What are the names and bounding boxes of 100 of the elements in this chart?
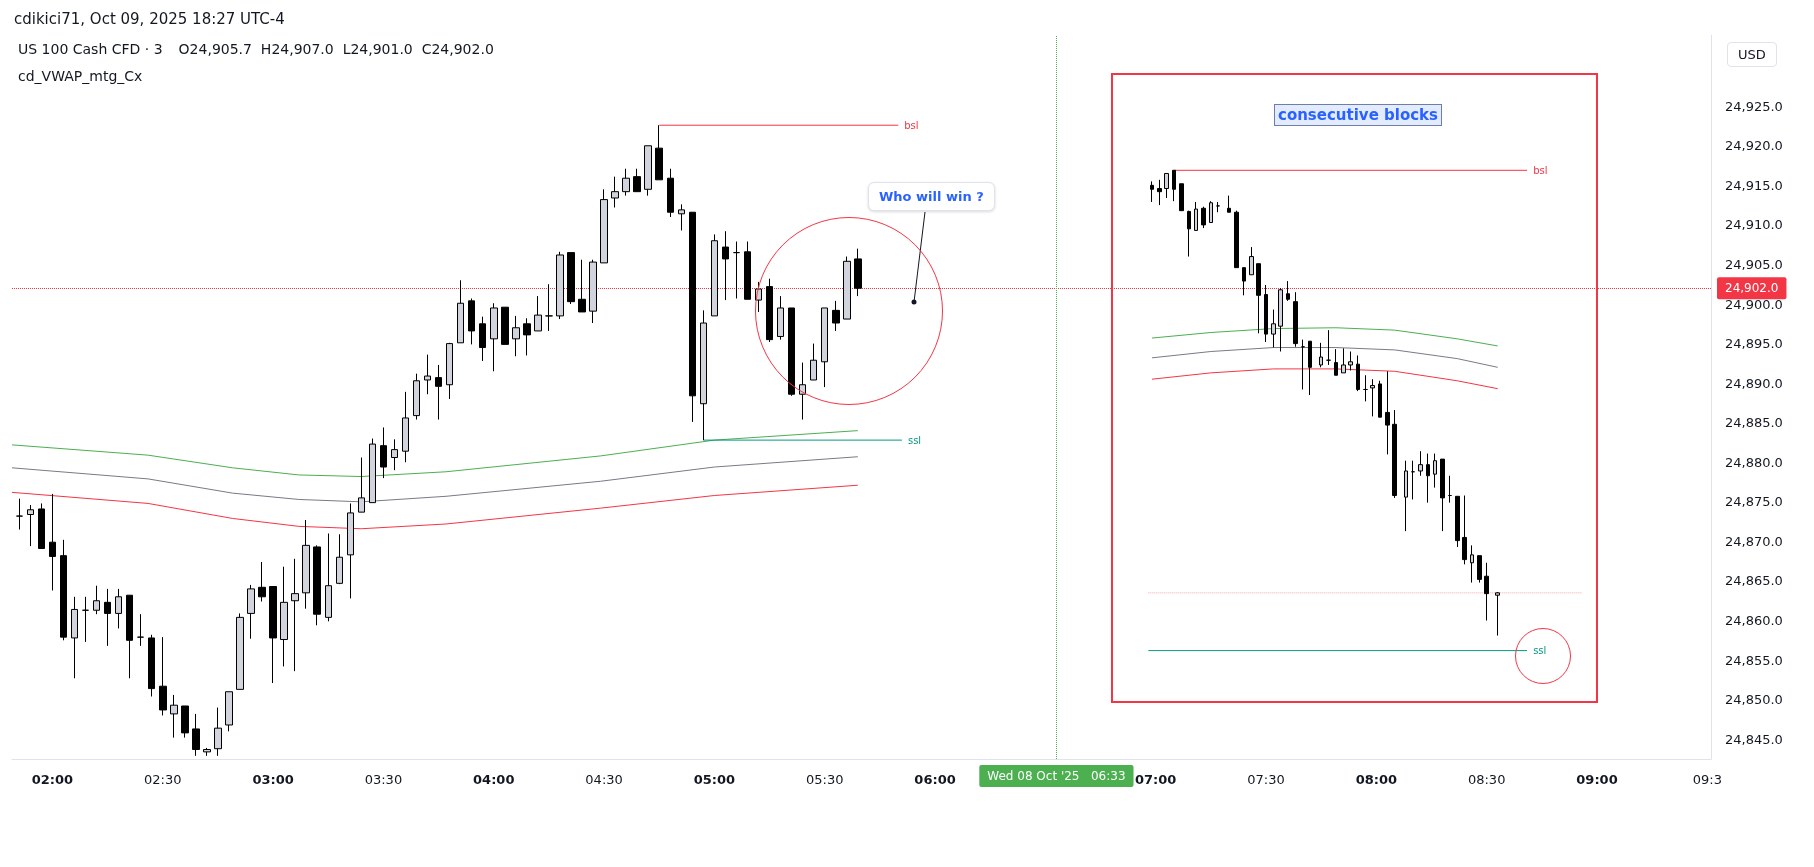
chart-title: US 100 Cash CFD · 3: [18, 41, 163, 57]
candlestick: [1271, 309, 1276, 349]
candlestick: [810, 343, 817, 381]
candlestick: [27, 504, 34, 547]
x-tick-label: 05:30: [805, 772, 844, 787]
candlestick: [722, 230, 729, 301]
line-series: [1151, 347, 1499, 368]
x-tick-label: 04:00: [473, 772, 515, 787]
candlestick: [468, 297, 475, 345]
candlestick: [104, 588, 111, 647]
candlestick: [291, 558, 299, 672]
line-series: [11, 456, 859, 503]
candlestick: [799, 362, 806, 421]
candlestick: [1319, 342, 1323, 368]
candlestick: [1164, 172, 1169, 199]
y-tick-label: 24,890.0: [1725, 375, 1783, 391]
candlestick: [1242, 267, 1246, 296]
candlestick: [1404, 460, 1408, 532]
candlestick: [589, 259, 597, 324]
y-tick-label: 24,875.0: [1725, 494, 1783, 510]
candlestick: [236, 612, 244, 690]
y-tick-label: 24,865.0: [1725, 573, 1783, 589]
candlestick: [93, 585, 100, 615]
annotation: cd_VWAP_mtg_Cx: [18, 68, 143, 84]
candlestick: [159, 636, 167, 716]
candlestick: [788, 307, 795, 397]
candlestick: [137, 613, 144, 647]
candlestick: [1194, 201, 1198, 231]
candlestick: [325, 532, 332, 622]
series-label: ssl: [1533, 645, 1547, 657]
candlestick: [1201, 206, 1206, 229]
y-tick-label: 24,900.0: [1725, 296, 1783, 312]
candlestick: [1256, 263, 1261, 334]
y-axis-title: USD: [1727, 42, 1777, 67]
candlestick: [1172, 169, 1176, 202]
candlestick: [258, 561, 266, 603]
candlestick: [391, 438, 398, 471]
candlestick: [854, 248, 862, 297]
candlestick: [60, 539, 67, 641]
x-tick-label: 07:00: [1135, 772, 1177, 787]
candlestick: [1209, 200, 1213, 224]
x-tick-label: 04:30: [585, 772, 623, 787]
candlestick: [126, 594, 133, 679]
candlestick: [1286, 280, 1290, 302]
series-label: ssl: [907, 434, 922, 446]
candlestick: [71, 596, 78, 679]
candlestick: [192, 713, 200, 757]
candlestick: [832, 300, 840, 332]
candlestick: [1363, 374, 1368, 402]
x-tick-label: 08:30: [1467, 772, 1506, 787]
line-series: [1151, 327, 1499, 347]
candlestick: [1455, 495, 1460, 548]
y-tick-label: 24,915.0: [1725, 177, 1783, 193]
candlestick: [269, 586, 277, 684]
candlestick: [1264, 284, 1268, 343]
candlestick: [16, 498, 23, 531]
candlestick: [313, 544, 321, 626]
candlestick: [777, 295, 784, 341]
text: cdikici71, Oct 09, 2025 18:27 UTC-4: [14, 10, 285, 28]
candlestick: [556, 251, 564, 320]
y-tick-label: 24,925.0: [1725, 98, 1783, 114]
x-tick-label: 09:00: [1576, 772, 1618, 787]
candlestick: [1484, 562, 1489, 622]
x-tick-label: 06:00: [914, 772, 956, 787]
candlestick: [181, 705, 189, 739]
candlestick: [512, 315, 520, 357]
candlestick: [446, 342, 453, 400]
candlestick: [1433, 453, 1437, 489]
line-series: [1151, 368, 1499, 390]
annotation: Who will win ?: [868, 182, 995, 211]
candlestick: [644, 145, 652, 197]
candlestick: [247, 584, 255, 640]
candlestick: [567, 252, 575, 305]
candlestick: [214, 707, 222, 757]
candlestick: [380, 426, 387, 479]
candlestick: [1334, 348, 1338, 376]
candlestick: [435, 364, 442, 421]
candlestick: [413, 373, 420, 421]
x-tick-label: 03:00: [252, 772, 294, 787]
candlestick: [821, 307, 828, 388]
ref-line-label: Wed 08 Oct '25 06:33: [987, 769, 1126, 783]
candlestick: [280, 566, 288, 667]
candlestick: [1370, 378, 1375, 417]
y-tick-label: 24,845.0: [1725, 731, 1783, 747]
candlestick: [347, 502, 354, 599]
candlestick: [1348, 351, 1353, 371]
candlestick: [1234, 210, 1239, 269]
series-label: bsl: [1533, 164, 1548, 176]
candlestick: [1278, 287, 1283, 352]
candlestick: [1356, 354, 1360, 392]
candlestick: [1378, 380, 1382, 418]
candlestick: [457, 279, 464, 344]
candlestick: [1249, 246, 1254, 276]
candlestick: [1411, 460, 1415, 500]
candlestick: [667, 168, 674, 218]
candlestick: [523, 317, 531, 356]
candlestick: [689, 211, 696, 423]
candlestick: [302, 519, 310, 610]
candlestick: [1187, 210, 1191, 258]
candlestick: [479, 316, 486, 362]
